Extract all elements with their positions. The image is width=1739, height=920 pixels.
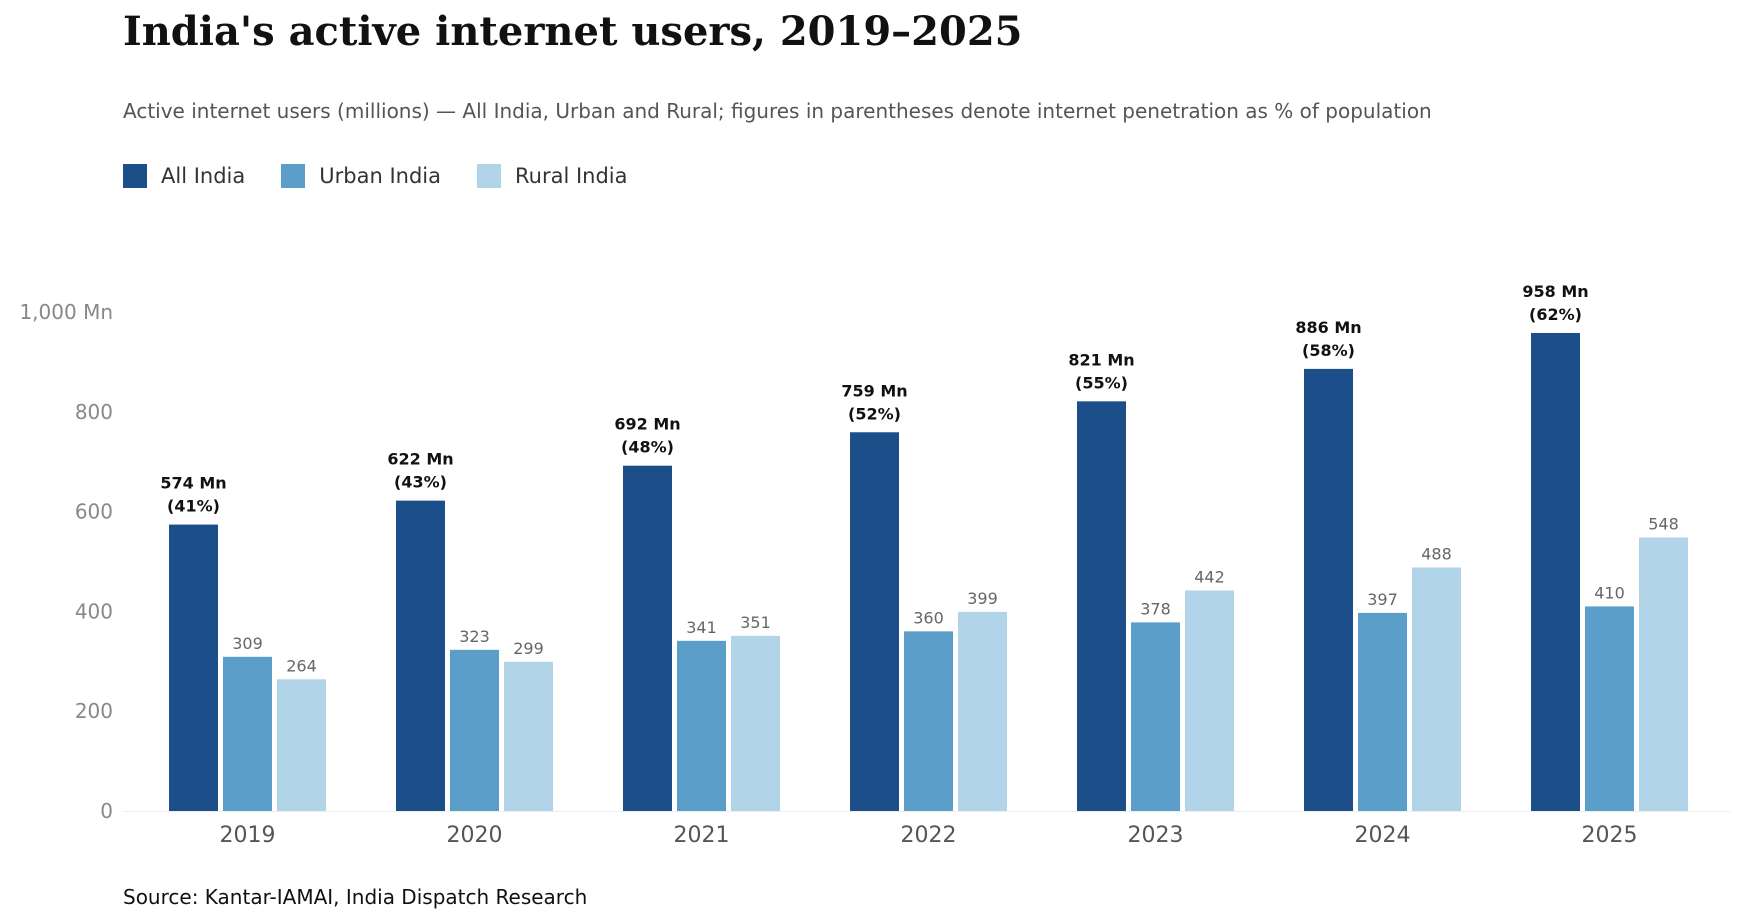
bar-urban-india-2024: [1358, 612, 1407, 811]
data-label-all-india-2023: 821 Mn: [1068, 350, 1134, 369]
data-label-all-india-2024: 886 Mn: [1295, 318, 1361, 337]
bar-rural-india-2024: [1412, 567, 1461, 811]
y-tick-label-5: 1,000 Mn: [19, 300, 113, 324]
data-label-urban-india-2023: 378: [1140, 599, 1171, 618]
data-label-urban-india-2020: 323: [459, 627, 490, 646]
bar-rural-india-2022: [958, 611, 1007, 811]
y-tick-label-4: 800: [75, 400, 113, 424]
bar-all-india-2025: [1531, 332, 1580, 811]
x-tick-label-2020: 2020: [447, 823, 503, 848]
penetration-label-2021: (48%): [621, 438, 674, 457]
data-label-urban-india-2025: 410: [1594, 583, 1625, 602]
bar-all-india-2022: [850, 432, 899, 811]
data-label-urban-india-2019: 309: [232, 634, 263, 653]
penetration-label-2022: (52%): [848, 404, 901, 423]
legend-swatch-urban-india: [281, 164, 306, 188]
bar-urban-india-2019: [223, 656, 272, 811]
legend-item-rural-india: Rural India: [476, 164, 628, 188]
bar-urban-india-2022: [904, 631, 953, 811]
data-label-all-india-2022: 759 Mn: [841, 381, 907, 400]
data-label-urban-india-2022: 360: [913, 608, 944, 627]
data-label-urban-india-2021: 341: [686, 618, 717, 637]
data-label-rural-india-2020: 299: [513, 639, 544, 658]
data-label-rural-india-2025: 548: [1648, 515, 1679, 534]
bar-rural-india-2023: [1185, 590, 1234, 811]
source-note: Source: Kantar-IAMAI, India Dispatch Res…: [123, 885, 588, 909]
bar-urban-india-2021: [677, 640, 726, 811]
chart-title: India's active internet users, 2019–2025: [123, 8, 1023, 55]
bar-rural-india-2020: [504, 661, 553, 811]
bar-all-india-2023: [1077, 401, 1126, 811]
legend-label-urban-india: Urban India: [319, 164, 441, 188]
y-tick-label-0: 0: [100, 799, 113, 823]
penetration-label-2024: (58%): [1302, 341, 1355, 360]
bar-all-india-2019: [169, 524, 218, 811]
bar-urban-india-2025: [1585, 606, 1634, 811]
data-label-all-india-2025: 958 Mn: [1522, 282, 1588, 301]
x-tick-label-2025: 2025: [1582, 823, 1638, 848]
bar-rural-india-2021: [731, 635, 780, 811]
legend-swatch-all-india: [123, 164, 147, 188]
bar-urban-india-2023: [1131, 622, 1180, 811]
penetration-label-2020: (43%): [394, 473, 447, 492]
penetration-label-2025: (62%): [1529, 305, 1582, 324]
x-tick-label-2024: 2024: [1355, 823, 1411, 848]
data-label-all-india-2021: 692 Mn: [614, 415, 680, 434]
x-tick-label-2022: 2022: [901, 823, 957, 848]
bar-rural-india-2019: [277, 679, 326, 811]
penetration-label-2023: (55%): [1075, 373, 1128, 392]
data-label-rural-india-2024: 488: [1421, 544, 1452, 563]
data-label-all-india-2019: 574 Mn: [160, 474, 226, 493]
data-label-all-india-2020: 622 Mn: [387, 450, 453, 469]
chart-subtitle: Active internet users (millions) — All I…: [123, 99, 1432, 123]
legend-label-rural-india: Rural India: [514, 164, 628, 188]
penetration-label-2019: (41%): [167, 497, 220, 516]
y-tick-label-2: 400: [75, 599, 113, 623]
data-label-rural-india-2023: 442: [1194, 567, 1225, 586]
x-tick-label-2019: 2019: [220, 823, 276, 848]
data-label-urban-india-2024: 397: [1367, 590, 1398, 609]
legend-label-all-india: All India: [161, 164, 246, 188]
bar-urban-india-2020: [450, 649, 499, 811]
y-tick-label-3: 600: [75, 500, 113, 524]
bar-all-india-2020: [396, 500, 445, 811]
legend-item-all-india: All India: [123, 164, 245, 188]
data-label-rural-india-2022: 399: [967, 589, 998, 608]
y-tick-label-1: 200: [75, 699, 113, 723]
legend-swatch-rural-india: [476, 164, 501, 188]
legend-item-urban-india: Urban India: [281, 164, 441, 188]
data-label-rural-india-2019: 264: [286, 656, 317, 675]
x-tick-label-2021: 2021: [674, 823, 730, 848]
data-label-rural-india-2021: 351: [740, 613, 771, 632]
bar-all-india-2021: [623, 465, 672, 811]
bar-all-india-2024: [1304, 368, 1353, 811]
x-tick-label-2023: 2023: [1128, 823, 1184, 848]
legend: All India Urban India Rural India: [123, 164, 628, 188]
bar-rural-india-2025: [1639, 537, 1688, 811]
